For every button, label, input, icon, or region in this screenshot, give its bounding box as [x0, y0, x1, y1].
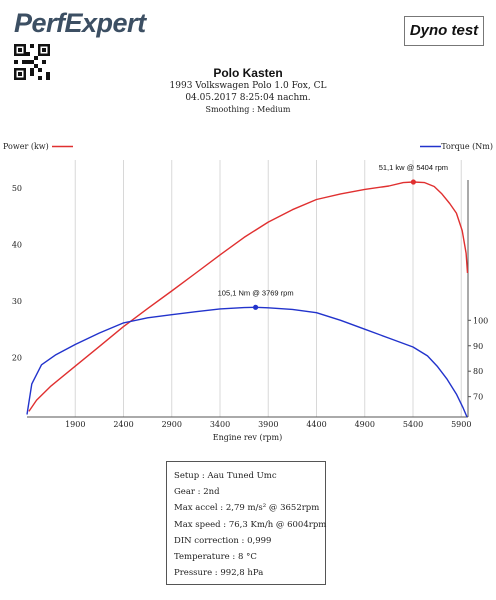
- power-axis-title: Power (kw): [3, 142, 49, 151]
- vehicle-description: 1993 Volkswagen Polo 1.0 Fox, CL: [169, 81, 327, 91]
- info-din-correction: DIN correction : 0,999: [174, 535, 272, 546]
- y-right-tick-label: 90: [473, 342, 483, 351]
- torque-axis-title: Torque (Nm): [441, 142, 493, 151]
- report-type-badge: Dyno test: [404, 16, 484, 46]
- test-info-box: Setup : Aau Tuned Umc Gear : 2nd Max acc…: [166, 461, 326, 585]
- x-tick-label: 5400: [403, 420, 423, 429]
- x-tick-label: 1900: [65, 420, 85, 429]
- x-tick-label: 2400: [113, 420, 133, 429]
- y-left-tick-label: 40: [12, 241, 22, 250]
- x-tick-label: 2900: [162, 420, 182, 429]
- smoothing-setting: Smoothing : Medium: [205, 105, 291, 114]
- torque-curve: [26, 306, 468, 418]
- x-tick-label: 5900: [451, 420, 471, 429]
- info-setup: Setup : Aau Tuned Umc: [174, 471, 277, 481]
- x-tick-label: 3900: [258, 420, 278, 429]
- x-axis-label: Engine rev (rpm): [213, 433, 283, 442]
- info-pressure: Pressure : 992,8 hPa: [174, 568, 264, 579]
- peak-power-label: 51,1 kw @ 5404 rpm: [379, 163, 448, 172]
- info-gear: Gear : 2nd: [174, 487, 220, 498]
- x-tick-label: 4400: [306, 420, 326, 429]
- brand-logo: PerfExpert: [14, 8, 146, 38]
- x-tick-label: 4900: [355, 420, 375, 429]
- y-left-tick-label: 30: [12, 297, 22, 306]
- info-max-accel: Max accel : 2,79 m/s² @ 3652rpm: [174, 503, 320, 514]
- y-right-tick-label: 100: [473, 316, 488, 325]
- y-right-tick-label: 80: [473, 367, 483, 376]
- peak-torque-label: 105,1 Nm @ 3769 rpm: [218, 288, 294, 297]
- x-tick-label: 3400: [210, 420, 230, 429]
- power-curve: [28, 181, 469, 412]
- y-left-tick-label: 20: [12, 354, 22, 363]
- y-left-tick-label: 50: [12, 184, 22, 193]
- info-temperature: Temperature : 8 °C: [174, 552, 257, 563]
- qr-code-icon: [14, 44, 50, 80]
- report-title: Polo Kasten: [213, 66, 283, 80]
- test-datetime: 04.05.2017 8:25:04 nachm.: [185, 93, 311, 103]
- y-right-tick-label: 70: [473, 393, 483, 402]
- info-max-speed: Max speed : 76,3 Km/h @ 6004rpm: [174, 519, 327, 530]
- dyno-chart: 1900 2400 2900 3400 3900 4400 4900 5400 5900 20 30…: [3, 142, 493, 442]
- peak-torque-marker: [253, 304, 259, 310]
- peak-power-marker: [410, 179, 416, 185]
